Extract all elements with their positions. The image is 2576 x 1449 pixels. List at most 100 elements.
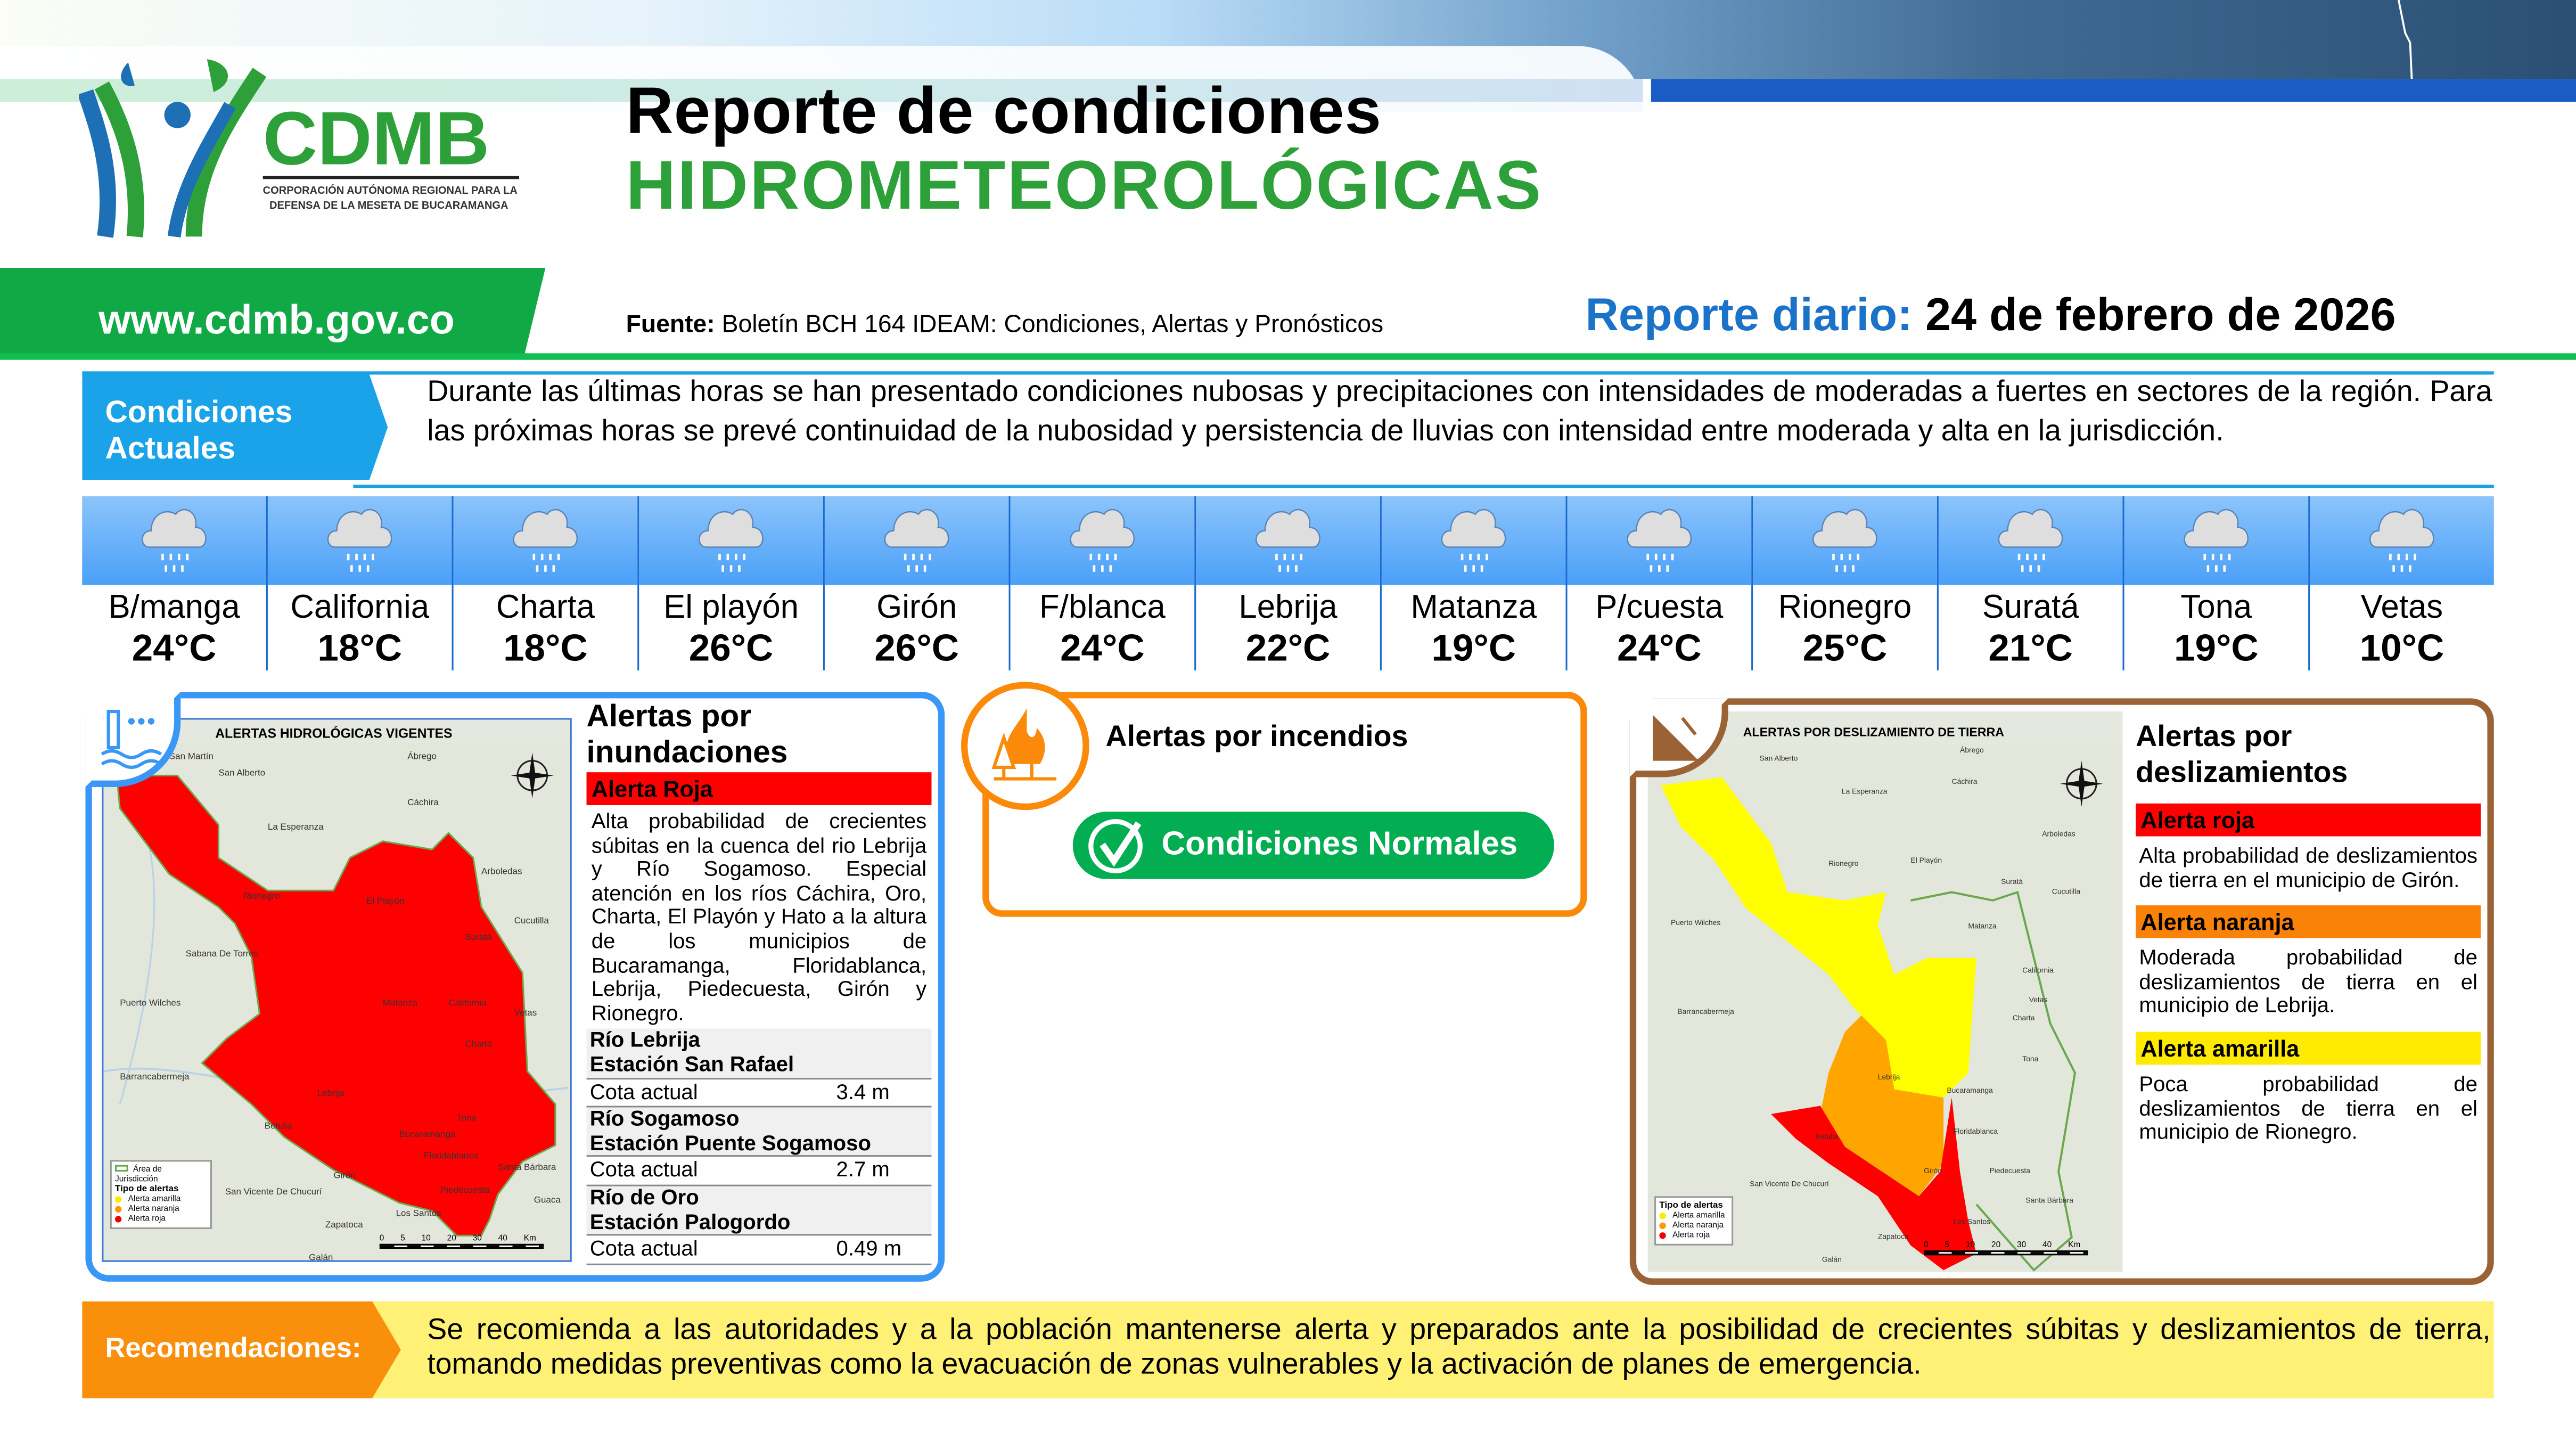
map-place-label: Sabana De Torres — [185, 949, 259, 960]
landslide-map-legend: Tipo de alertas Alerta amarilla Alerta n… — [1654, 1196, 1734, 1246]
weather-sky — [453, 496, 638, 585]
report-date-line: Reporte diario: 24 de febrero de 2026 — [1586, 289, 2396, 342]
weather-sky — [1381, 496, 1566, 585]
temperature: 22°C — [1245, 626, 1331, 669]
weather-sky — [1010, 496, 1195, 585]
map-place-label: San Martín — [169, 752, 214, 763]
landslide-alert-text: Poca probabilidad de deslizamientos de t… — [2139, 1071, 2477, 1144]
temperature: 18°C — [317, 626, 402, 669]
legend-item: Alerta naranja — [1659, 1221, 1728, 1231]
weather-cell: Charta 18°C — [453, 496, 639, 670]
scale-bar: 0 5 10 20 30 40 Km — [379, 1234, 544, 1249]
rain-cloud-icon — [699, 509, 764, 572]
temperature: 26°C — [688, 626, 774, 669]
map-place-label: Cáchira — [1951, 777, 1978, 785]
landslide-title: Alertas por deslizamientos — [2136, 719, 2348, 789]
municipality-name: Girón — [876, 590, 957, 626]
map-place-label: Barrancabermeja — [120, 1073, 190, 1083]
station-level-row: Cota actual 2.7 m — [586, 1157, 932, 1186]
map-place-label: Floridablanca — [424, 1151, 478, 1162]
website-link[interactable]: www.cdmb.gov.co — [99, 297, 455, 343]
svg-text:DEFENSA DE LA MESETA DE BUCARA: DEFENSA DE LA MESETA DE BUCARAMANGA — [269, 200, 508, 211]
recommendations-label: Recomendaciones: — [105, 1332, 362, 1364]
map-place-label: Lebrija — [1877, 1073, 1900, 1082]
weather-cell: Lebrija 22°C — [1196, 496, 1382, 670]
municipality-name: B/manga — [108, 590, 240, 626]
landslide-alert-text: Moderada probabilidad de deslizamientos … — [2139, 945, 2477, 1018]
map-place-label: El Playón — [366, 897, 405, 907]
flood-info: Alertas por inundaciones Alerta Roja Alt… — [586, 700, 932, 1265]
report-date: 24 de febrero de 2026 — [1925, 289, 2396, 340]
municipality-name: Lebrija — [1238, 590, 1338, 626]
municipality-name: Vetas — [2360, 590, 2443, 626]
landslide-alert-text: Alta probabilidad de deslizamientos de t… — [2139, 842, 2477, 892]
flood-map-legend: Área de Jurisdicción Tipo de alertas Ale… — [110, 1160, 212, 1229]
station-level-row: Cota actual 0.49 m — [586, 1235, 932, 1265]
map-place-label: Girón — [333, 1171, 356, 1182]
map-place-label: El Playón — [1910, 856, 1942, 864]
weather-sky — [2124, 496, 2309, 585]
conditions-label-box — [82, 374, 388, 480]
weather-sky — [639, 496, 823, 585]
map-place-label: Charta — [2012, 1013, 2035, 1022]
map-place-label: Santa Bárbara — [497, 1163, 556, 1174]
fire-alerts-panel: Alertas por incendios — [982, 691, 1587, 917]
map-place-label: San Vicente De Chucurí — [225, 1188, 322, 1198]
map-place-label: Los Santos — [1953, 1217, 1991, 1226]
weather-sky — [824, 496, 1009, 585]
map-place-label: Piedecuesta — [440, 1186, 490, 1197]
legend-item: Alerta roja — [114, 1214, 207, 1224]
map-place-label: Vetas — [514, 1009, 537, 1019]
weather-cell: Vetas 10°C — [2310, 496, 2494, 670]
source-text: Boletín BCH 164 IDEAM: Condiciones, Aler… — [721, 310, 1384, 339]
weather-cell: P/cuesta 24°C — [1567, 496, 1753, 670]
website-banner — [0, 267, 546, 358]
level-value: 2.7 m — [836, 1157, 890, 1182]
cdmb-logo: CDMB CORPORACIÓN AUTÓNOMA REGIONAL PARA … — [79, 59, 520, 238]
flood-map-title: ALERTAS HIDROLÓGICAS VIGENTES — [215, 726, 453, 741]
map-place-label: Puerto Wilches — [1670, 918, 1721, 927]
weather-sky — [1567, 496, 1752, 585]
station-header: Río de Oro Estación Palogordo — [586, 1184, 932, 1236]
map-place-label: Floridablanca — [1953, 1127, 1998, 1136]
station-header: Río Sogamoso Estación Puente Sogamoso — [586, 1106, 932, 1158]
temperature: 24°C — [132, 626, 217, 669]
map-place-label: Ábrego — [1960, 746, 1984, 755]
source-label: Fuente: — [626, 310, 715, 339]
level-label: Cota actual — [589, 1157, 698, 1182]
landslide-alerts-panel: ALERTAS POR DESLIZAMIENTO DE TIERRA San … — [1629, 698, 2494, 1285]
map-place-label: Rionegro — [243, 892, 280, 902]
map-place-label: Puerto Wilches — [120, 998, 181, 1009]
river-name: Río Sogamoso — [589, 1106, 740, 1131]
landslide-info: Alertas por deslizamientos Alerta roja A… — [2136, 718, 2481, 1151]
svg-text:CORPORACIÓN AUTÓNOMA REGIONAL: CORPORACIÓN AUTÓNOMA REGIONAL PARA LA — [263, 184, 518, 197]
map-place-label: Zapatoca — [1877, 1232, 1909, 1241]
river-name: Río de Oro — [589, 1184, 699, 1209]
rain-cloud-icon — [1627, 509, 1692, 572]
source-line: Fuente: Boletín BCH 164 IDEAM: Condicion… — [626, 310, 1384, 338]
weather-cell: El playón 26°C — [639, 496, 825, 670]
legend-area: Área de Jurisdicción — [114, 1165, 162, 1185]
weather-cell: Suratá 21°C — [1938, 496, 2124, 670]
municipality-name: El playón — [663, 590, 799, 626]
legend-title: Tipo de alertas — [1659, 1201, 1723, 1211]
municipality-name: F/blanca — [1039, 590, 1166, 626]
level-label: Cota actual — [589, 1235, 698, 1260]
map-place-label: Suratá — [465, 933, 492, 944]
map-place-label: Cáchira — [407, 798, 439, 809]
temperature: 19°C — [2174, 626, 2259, 669]
station-name: Estación Puente Sogamoso — [589, 1129, 871, 1155]
level-value: 0.49 m — [836, 1235, 902, 1260]
weather-sky — [1938, 496, 2123, 585]
flood-title: Alertas por inundaciones — [586, 700, 788, 771]
recommendations-label-box — [82, 1301, 401, 1398]
map-place-label: Santa Bárbara — [2025, 1196, 2073, 1205]
municipality-name: California — [290, 590, 430, 626]
flood-alert-badge: Alerta Roja — [586, 772, 932, 805]
map-place-label: San Vicente De Chucurí — [1750, 1180, 1829, 1188]
rain-cloud-icon — [1070, 509, 1135, 572]
map-place-label: Galán — [1822, 1255, 1842, 1264]
station-header: Río Lebrija Estación San Rafael — [586, 1028, 932, 1079]
temperature: 25°C — [1802, 626, 1888, 669]
divider — [353, 485, 2494, 488]
